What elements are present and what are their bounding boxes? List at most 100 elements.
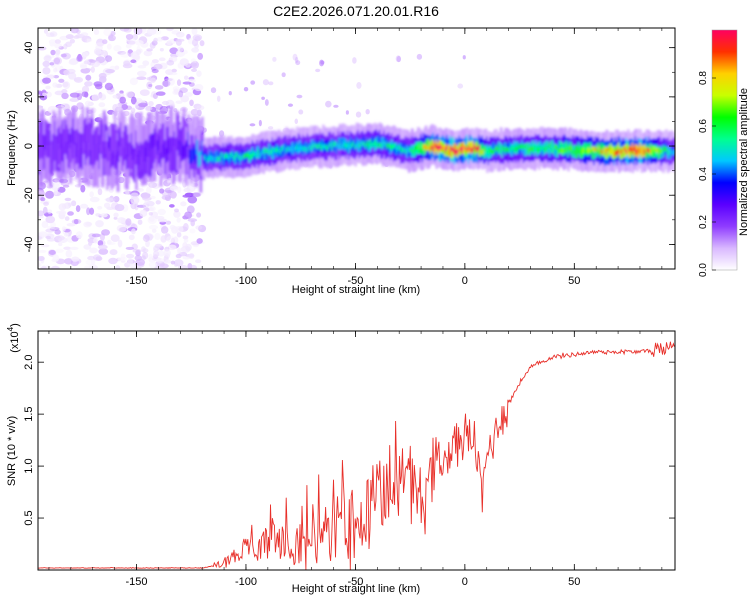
ridge-cell xyxy=(173,131,177,147)
noise-blob xyxy=(42,67,51,75)
ridge-cell xyxy=(534,144,538,150)
noise-blob xyxy=(167,77,175,86)
noise-blob xyxy=(97,240,104,247)
ridge-cell xyxy=(216,150,220,163)
noise-blob xyxy=(40,244,50,248)
ridge-cell xyxy=(590,142,593,155)
noise-blob xyxy=(325,100,332,108)
ridge-cell xyxy=(574,145,578,159)
noise-blob xyxy=(60,53,67,58)
ridge-cell xyxy=(645,146,649,160)
ridge-cell xyxy=(479,149,483,155)
ridge-cell xyxy=(59,133,63,148)
ridge-cell xyxy=(271,146,275,160)
ridge-cell xyxy=(185,139,189,175)
ridge-cell xyxy=(369,139,373,152)
noise-blob xyxy=(53,75,60,79)
noise-blob xyxy=(126,38,131,44)
noise-blob xyxy=(196,70,202,77)
ridge-cell xyxy=(384,141,388,147)
noise-blob xyxy=(80,184,86,193)
noise-blob xyxy=(93,254,102,261)
ridge-cell xyxy=(171,137,175,152)
ridge-cell xyxy=(280,145,284,159)
noise-blob xyxy=(165,78,173,82)
noise-blob xyxy=(315,68,321,73)
ridge-cell xyxy=(545,145,549,151)
noise-blob xyxy=(38,90,43,95)
noise-blob xyxy=(98,248,109,255)
ridge-cell xyxy=(485,148,489,154)
ridge-cell xyxy=(335,141,339,147)
noise-blob xyxy=(149,206,156,212)
ridge-cell xyxy=(531,147,535,153)
ridge-cell xyxy=(669,147,673,160)
ridge-cell xyxy=(518,144,521,150)
noise-blob xyxy=(61,226,67,232)
ridge-cell xyxy=(115,154,118,170)
ridge-cell xyxy=(205,150,209,163)
ridge-cell xyxy=(383,141,387,146)
noise-blob xyxy=(42,77,52,84)
noise-blob xyxy=(169,204,175,208)
ridge-cell xyxy=(132,144,135,180)
noise-blob xyxy=(100,213,108,218)
ridge-cell xyxy=(73,129,77,145)
snr-y-tick-label: 0.5 xyxy=(23,510,35,525)
ridge-cell xyxy=(179,129,183,145)
ridge-cell xyxy=(259,153,262,159)
ridge-cell xyxy=(82,127,86,143)
ridge-cell xyxy=(121,144,125,159)
ridge-cell xyxy=(394,142,397,148)
noise-blob xyxy=(62,81,69,88)
ridge-cell xyxy=(113,153,117,169)
noise-blob xyxy=(166,28,174,32)
ridge-cell xyxy=(67,128,71,144)
ridge-cell xyxy=(306,147,310,153)
ridge-cell xyxy=(354,144,357,150)
ridge-cell xyxy=(151,134,155,170)
ridge-cell xyxy=(484,145,488,151)
ridge-cell xyxy=(377,142,380,148)
ridge-cell xyxy=(349,144,353,150)
ridge-cell xyxy=(274,147,278,153)
ridge-cell xyxy=(170,139,174,174)
spectrogram-axes: -150 -100 -50 0 50 40 20 0 -20 -40 xyxy=(23,28,675,287)
ridge-cell xyxy=(272,147,276,153)
noise-blob xyxy=(89,191,94,198)
noise-blob xyxy=(55,235,65,241)
ridge-cell xyxy=(55,136,59,171)
ridge-cell xyxy=(216,157,220,162)
noise-blob xyxy=(46,225,55,230)
ridge-cell xyxy=(86,126,89,142)
noise-blob xyxy=(45,32,55,37)
noise-blob xyxy=(125,91,134,98)
ridge-cell xyxy=(174,137,178,153)
ridge-cell xyxy=(478,144,482,157)
ridge-cell xyxy=(335,141,339,154)
ridge-cell xyxy=(420,148,423,154)
noise-blob xyxy=(153,63,163,70)
ridge-cell xyxy=(246,152,250,158)
noise-blob xyxy=(182,194,191,198)
noise-blob xyxy=(148,182,158,188)
ridge-cell xyxy=(64,129,68,145)
noise-blob xyxy=(80,32,89,37)
ridge-cell xyxy=(265,147,269,153)
noise-blob xyxy=(38,256,45,261)
ridge-cell xyxy=(648,148,652,154)
noise-blob xyxy=(75,231,83,239)
ridge-cell xyxy=(174,138,178,173)
noise-blob xyxy=(175,38,182,46)
ridge-cell xyxy=(171,137,175,172)
noise-blob xyxy=(68,60,78,66)
ridge-cell xyxy=(559,147,563,153)
ridge-cell xyxy=(72,144,76,159)
noise-blob xyxy=(319,59,325,67)
spectrogram-y-tick-label: 20 xyxy=(23,91,35,103)
noise-blob xyxy=(171,68,177,73)
ridge-cell xyxy=(329,141,333,147)
ridge-cell xyxy=(423,143,426,156)
noise-blob xyxy=(182,81,192,85)
ridge-cell xyxy=(626,142,630,155)
